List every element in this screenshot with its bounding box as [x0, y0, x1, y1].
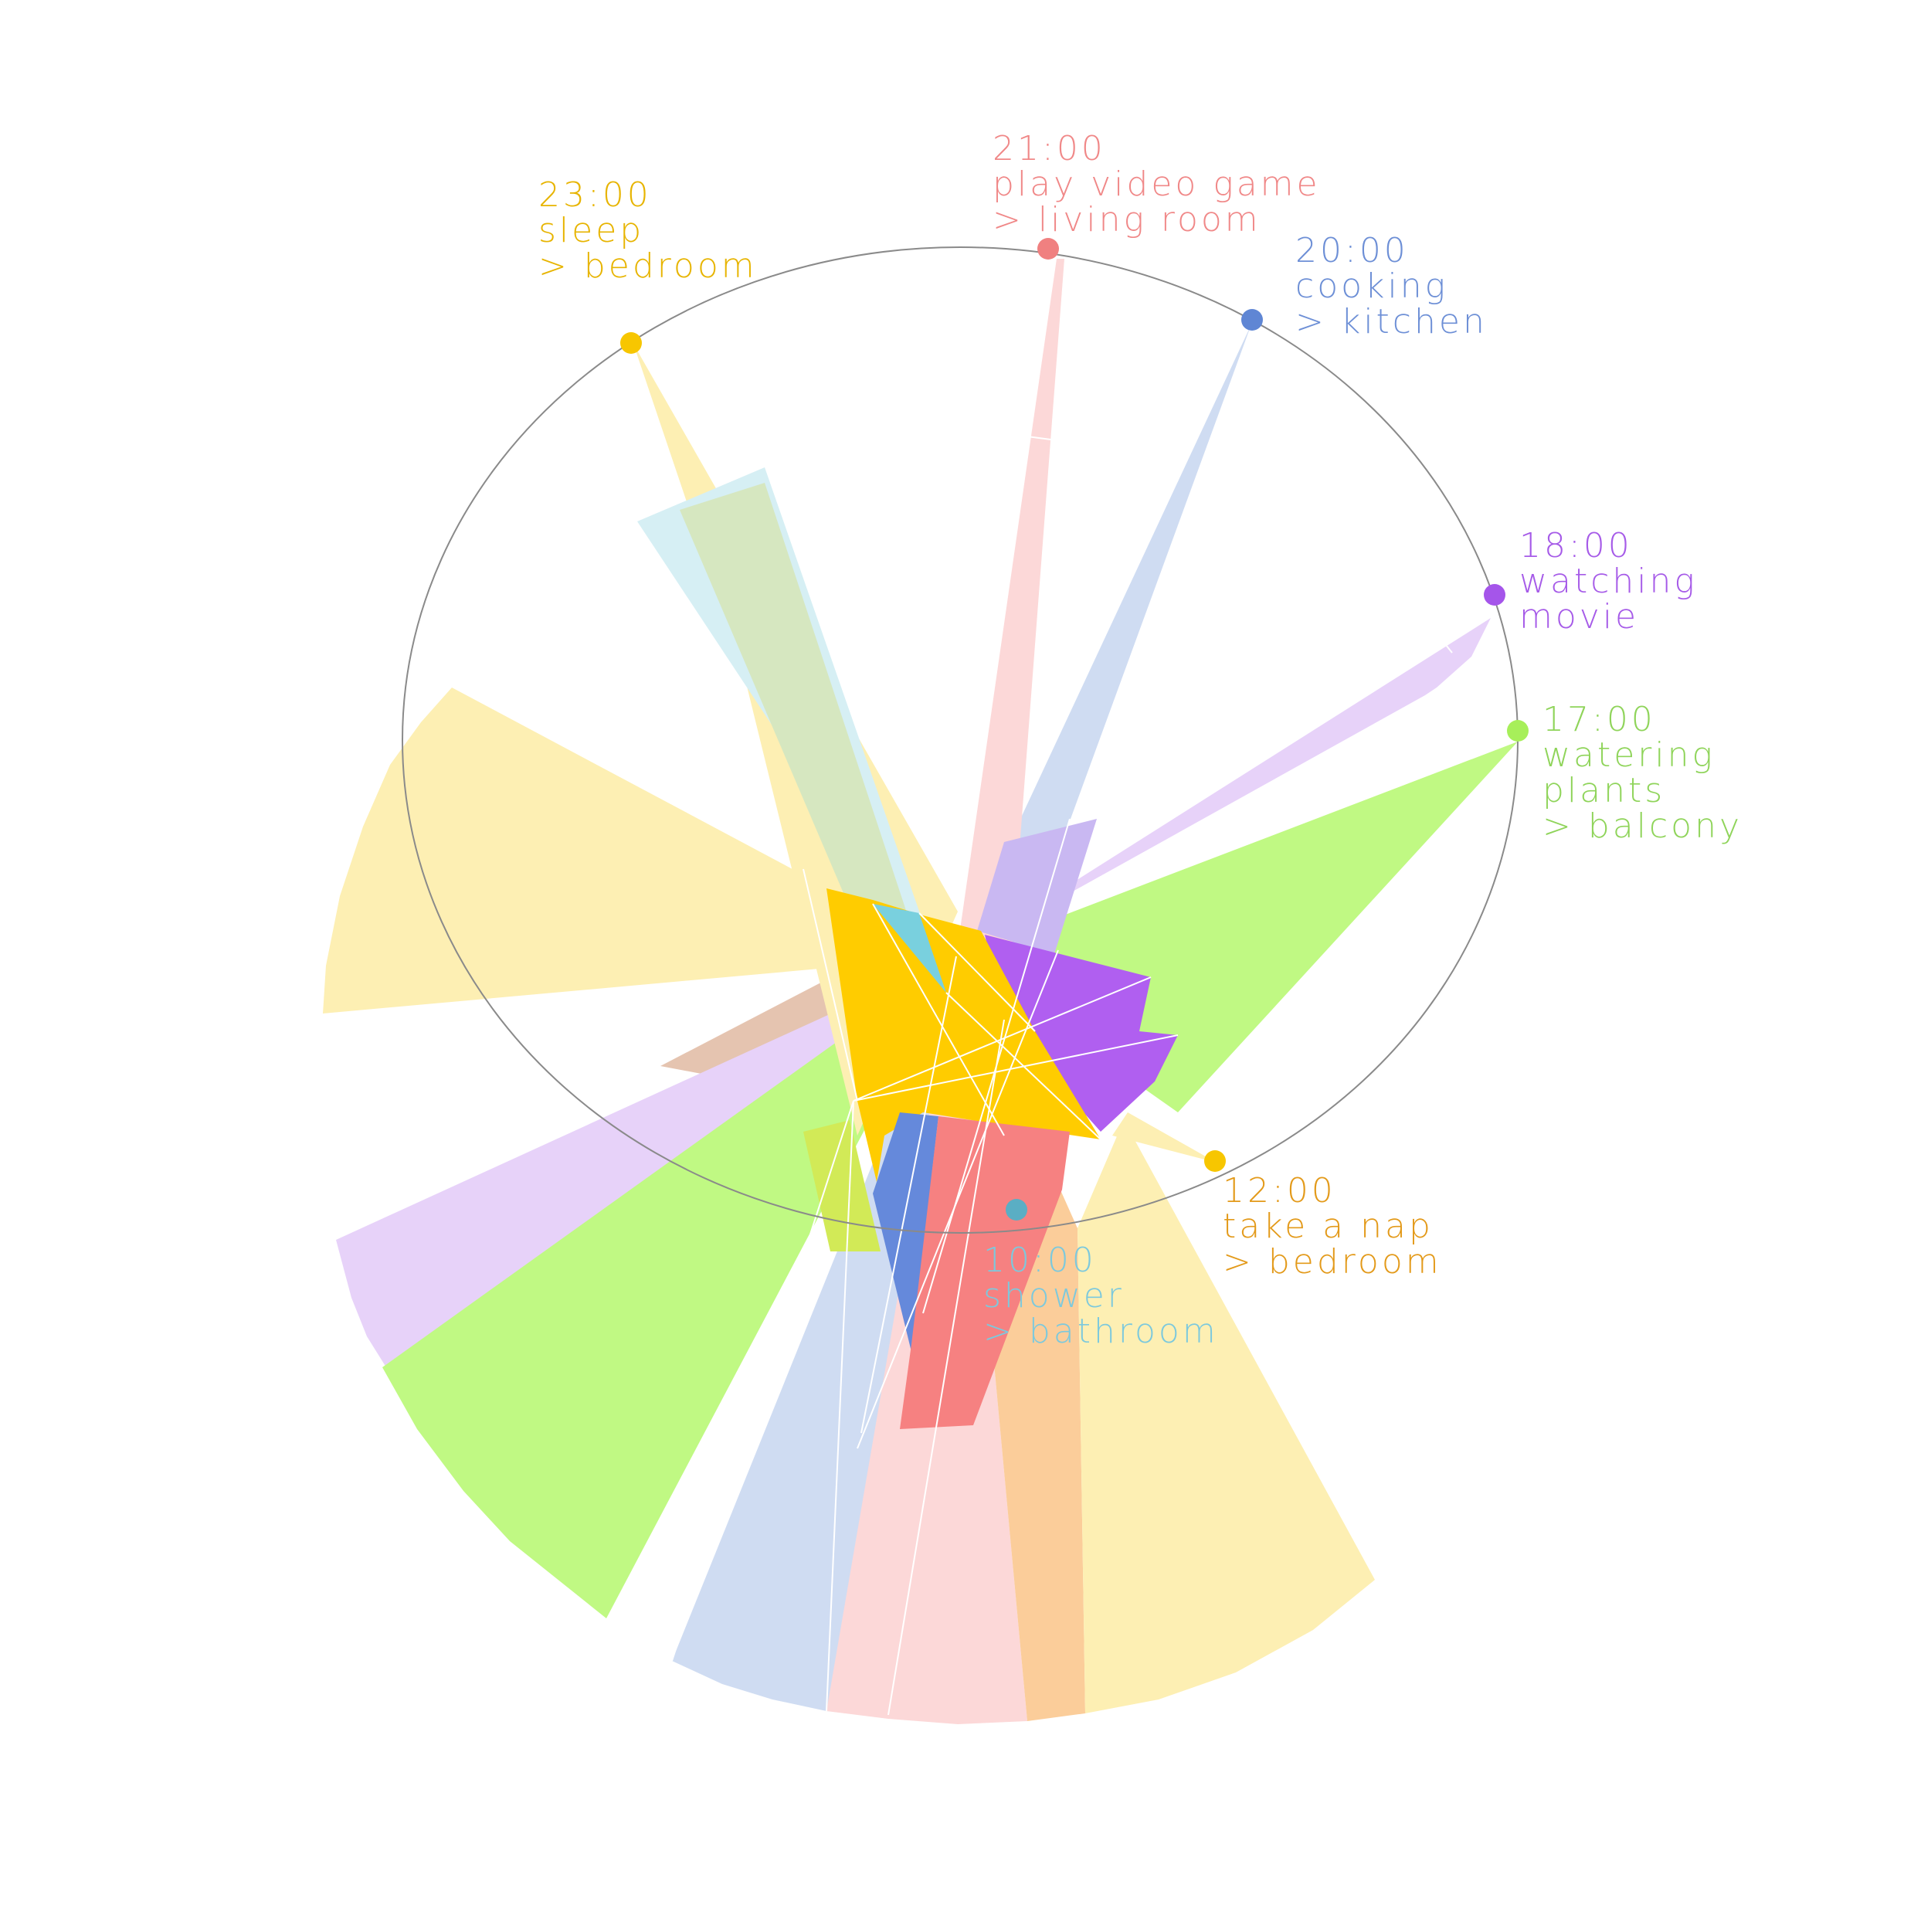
label-plants: 17:00 watering plants > balcony [1542, 700, 1743, 846]
game-core [900, 1116, 1070, 1429]
plants-activity: watering [1542, 735, 1716, 775]
movie-wedge-upper [956, 618, 1491, 956]
game-time: 21:00 [993, 129, 1106, 168]
shower-room: > bathroom [983, 1312, 1219, 1351]
game-dot [1037, 238, 1059, 260]
shower-time: 10:00 [983, 1241, 1097, 1280]
sleep-wedge-left [323, 688, 956, 1014]
movie-time: 18:00 [1519, 526, 1633, 565]
plants-time: 17:00 [1542, 700, 1656, 739]
sleep-room: > bedroom [538, 246, 758, 286]
movie-core [985, 935, 1178, 1132]
outer-wedges [323, 259, 1518, 1724]
plants-activity2: plants [1542, 771, 1665, 810]
nap-time: 12:00 [1223, 1171, 1336, 1210]
game-wedge-upper [956, 259, 1064, 1051]
label-shower: 10:00 shower > bathroom [983, 1241, 1219, 1351]
movie-cooking-overlap [977, 819, 1097, 954]
sleep-dot [620, 332, 642, 354]
label-movie: 18:00 watching movie [1519, 526, 1698, 637]
shower-core [873, 904, 946, 993]
movie-dot [1484, 584, 1505, 606]
plants-wedge-lower [382, 956, 956, 1618]
nap-dot [1204, 1150, 1226, 1172]
plants-dot [1507, 720, 1529, 742]
movie-activity: watching [1519, 562, 1698, 601]
cooking-dot [1241, 309, 1263, 331]
label-nap: 12:00 take a nap > bedroom [1223, 1171, 1442, 1282]
cooking-time: 20:00 [1295, 231, 1409, 270]
plants-sleep-overlap [803, 1120, 881, 1251]
nap-wedge-lower [1077, 1120, 1375, 1713]
event-labels: 23:00 sleep > bedroom 21:00 play video g… [538, 129, 1743, 1351]
sleep-time: 23:00 [538, 175, 652, 215]
cooking-activity: cooking [1295, 267, 1448, 306]
cooking-room: > kitchen [1295, 302, 1488, 341]
sleep-shower-overlap [680, 483, 919, 962]
game-activity: play video game [993, 165, 1321, 204]
shower-activity: shower [983, 1276, 1125, 1316]
label-cooking: 20:00 cooking > kitchen [1295, 231, 1488, 341]
game-room: > living room [993, 200, 1261, 239]
event-dots [620, 238, 1529, 1221]
center-polygons [826, 888, 1178, 1429]
sleep-core [826, 888, 1101, 1182]
construction-lines [671, 436, 1453, 1716]
movie-wedge-lower [336, 956, 956, 1367]
movie-room: movie [1519, 597, 1639, 637]
plants-room: > balcony [1542, 806, 1743, 846]
shower-dot [1006, 1199, 1027, 1221]
nap-room: > bedroom [1223, 1242, 1442, 1282]
sleep-activity: sleep [538, 211, 644, 250]
label-game: 21:00 play video game > living room [993, 129, 1321, 239]
cooking-core [873, 1112, 938, 1352]
label-sleep: 23:00 sleep > bedroom [538, 175, 758, 286]
nap-wedge-point [1112, 1112, 1217, 1163]
nap-activity: take a nap [1223, 1207, 1434, 1246]
